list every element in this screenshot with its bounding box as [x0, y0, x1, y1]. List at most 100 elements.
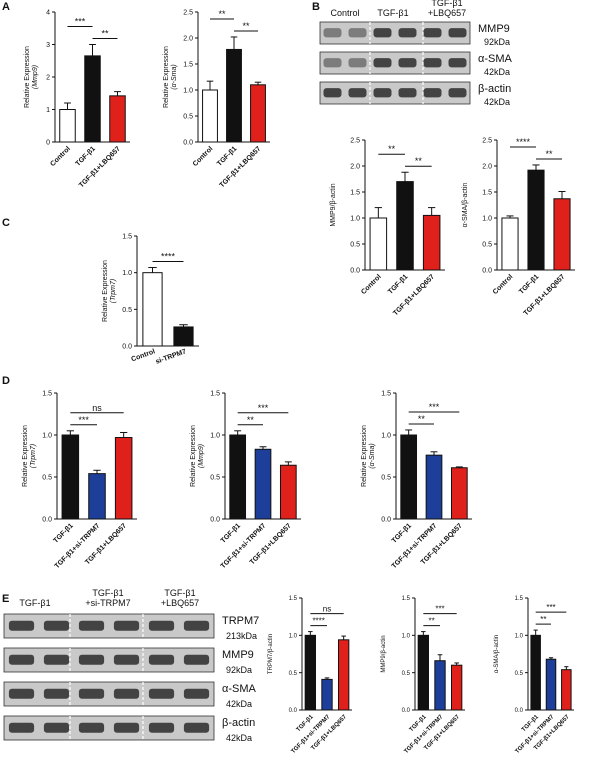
- blot-band-b: [323, 28, 342, 38]
- y-tick-label-d3: 0.5: [381, 474, 391, 481]
- blot-band-e: [78, 620, 105, 631]
- sig-label-a1: ***: [75, 17, 86, 27]
- bar-c1: [173, 326, 194, 347]
- y-tick-label-a1: 2: [46, 74, 50, 81]
- blot-strip-e: [3, 715, 215, 741]
- x-tick-label-c1: Control: [130, 348, 156, 363]
- blot-strip-b: [319, 51, 471, 75]
- blot-kda-label-e: 92kDa: [226, 665, 252, 675]
- y-tick-label-d1: 0.5: [42, 474, 52, 481]
- y-tick-label-e2: 1.5: [402, 596, 411, 602]
- blot-kda-label-b: 42kDa: [484, 67, 510, 77]
- blot-band-e: [148, 654, 175, 665]
- sig-label-b2: **: [545, 149, 553, 159]
- bar-d2: [229, 434, 247, 520]
- blot-band-b: [448, 58, 467, 68]
- blot-band-b: [323, 58, 342, 68]
- y-tick-label-b1: 1.5: [350, 189, 360, 196]
- y-tick-label-c1: 0.0: [122, 343, 132, 350]
- x-tick-label-a2: TGF-β1+LBQ657: [219, 145, 263, 189]
- blot-band-b: [348, 88, 367, 98]
- blot-band-e: [113, 688, 140, 699]
- sig-label-d3: **: [418, 414, 426, 424]
- blot-band-b: [398, 58, 417, 68]
- sig-label-e2: **: [429, 617, 435, 626]
- y-axis-label-d1: Relative Expression: [22, 425, 29, 487]
- y-tick-label-d1: 1.0: [42, 432, 52, 439]
- sig-label-d3: ***: [429, 402, 440, 412]
- bar-d1: [61, 434, 80, 520]
- bar-a2: [202, 89, 218, 143]
- y-tick-label-a1: 3: [46, 42, 50, 49]
- blot-strip-e: [3, 647, 215, 673]
- blot-kda-label-e: 42kDa: [226, 733, 252, 743]
- y-tick-label-b2: 1.0: [482, 215, 492, 222]
- blot-band-e: [43, 620, 70, 631]
- bar-e3: [530, 634, 541, 711]
- panel-label-b: B: [312, 1, 320, 13]
- y-axis-label-e1: TRPM7/β-actin: [268, 634, 274, 674]
- y-axis-label-a1: Relative Expression: [24, 46, 31, 108]
- y-tick-label-b1: 1.0: [350, 215, 360, 222]
- y-tick-label-e2: 0.0: [402, 708, 411, 714]
- y-tick-label-b2: 2.5: [482, 137, 492, 144]
- sig-label-e2: ***: [435, 605, 444, 614]
- blot-band-e: [8, 688, 35, 699]
- bar-a1: [109, 95, 126, 143]
- y-tick-label-a2: 0.0: [183, 139, 193, 146]
- sig-label-e1: ****: [312, 617, 324, 626]
- y-axis-sublabel-a1: (Mmp9): [32, 65, 39, 89]
- sig-label-d2: **: [247, 415, 255, 425]
- blot-band-e: [183, 620, 210, 631]
- y-tick-label-b1: 0.5: [350, 241, 360, 248]
- bar-b2: [527, 169, 545, 271]
- x-tick-label-c1: si-TRPM7: [155, 348, 187, 366]
- y-axis-label-b1: MMP9/β-actin: [330, 183, 337, 226]
- blot-strip-e: [3, 613, 215, 639]
- panel-label-a: A: [2, 1, 10, 13]
- y-axis-sublabel-d3: (α-Sma): [369, 443, 376, 468]
- y-tick-label-e3: 1.0: [515, 633, 524, 639]
- sig-label-b2: ****: [516, 137, 531, 147]
- blot-band-b: [423, 88, 442, 98]
- y-tick-label-d3: 1.0: [381, 432, 391, 439]
- blot-band-e: [43, 722, 70, 733]
- blot-band-e: [148, 620, 175, 631]
- bar-e3: [545, 658, 557, 711]
- sig-label-e1: ns: [323, 605, 331, 614]
- y-tick-label-a2: 1.5: [183, 61, 193, 68]
- y-tick-label-b1: 0.0: [350, 267, 360, 274]
- bar-e1: [304, 634, 316, 711]
- blot-kda-label-e: 213kDa: [226, 631, 257, 641]
- y-tick-label-c1: 1.0: [122, 270, 132, 277]
- panel-label-c: C: [2, 217, 10, 229]
- sig-label-b1: **: [388, 144, 396, 154]
- bar-a2: [226, 48, 242, 143]
- blot-band-b: [448, 28, 467, 38]
- x-tick-label-b1: Control: [360, 273, 383, 296]
- bar-a1: [59, 109, 76, 143]
- bar-d2: [279, 464, 297, 520]
- blot-kda-label-e: 42kDa: [226, 699, 252, 709]
- y-tick-label-b1: 2.5: [350, 137, 360, 144]
- panel-label-d: D: [2, 375, 10, 387]
- blot-lane-label-e: +si-TRPM7: [85, 598, 130, 608]
- bar-d1: [114, 437, 133, 520]
- y-axis-label-a2: Relative Expression: [163, 46, 170, 108]
- x-tick-label-d2: TGF-β1+si-TRPM7: [220, 522, 268, 570]
- blot-lane-label-b: Control: [330, 8, 359, 18]
- blot-kda-label-b: 92kDa: [484, 37, 510, 47]
- blot-lane-label-b: TGF-β1: [431, 0, 462, 8]
- blot-band-e: [78, 654, 105, 665]
- sig-label-b1: **: [415, 156, 423, 166]
- blot-band-b: [373, 88, 392, 98]
- bar-b1: [396, 181, 414, 271]
- bar-d3: [400, 434, 418, 520]
- sig-label-d1: ***: [78, 415, 89, 425]
- y-tick-label-d3: 1.5: [381, 390, 391, 397]
- blot-lane-label-b: TGF-β1: [377, 8, 408, 18]
- blot-protein-label-e: α-SMA: [222, 683, 257, 695]
- blot-band-e: [113, 620, 140, 631]
- bar-a2: [250, 84, 266, 143]
- y-tick-label-d2: 1.5: [210, 390, 220, 397]
